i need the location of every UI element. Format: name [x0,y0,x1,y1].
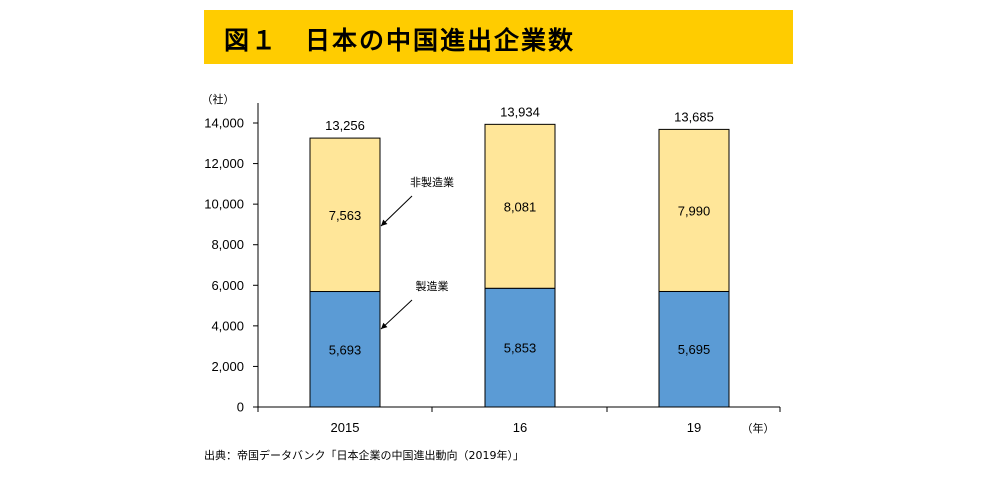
title-band: 図１ 日本の中国進出企業数 [204,10,793,64]
y-tick-label: 10,000 [204,197,244,212]
bar-non-manufacturing [484,123,556,289]
manufacturing-value-label: 5,693 [329,342,362,357]
annotation-arrow-manufacturing [380,299,413,330]
non-manufacturing-value-label: 7,990 [678,203,711,218]
bar-manufacturing [309,291,381,408]
y-tick-label: 12,000 [204,156,244,171]
x-tick-label: 2015 [331,420,360,435]
y-tick-label: 6,000 [211,278,244,293]
y-tick-label: 4,000 [211,318,244,333]
bar-non-manufacturing [309,137,381,293]
x-tick-label: 19 [687,420,701,435]
annotation-arrow-manufacturing-head [381,322,388,329]
annotation-manufacturing: 製造業 [416,279,449,293]
figure-title: 図１ 日本の中国進出企業数 [224,26,576,55]
non-manufacturing-value-label: 8,081 [504,199,537,214]
y-tick-label: 0 [237,400,244,415]
x-axis-unit: （年） [742,421,775,435]
total-value-label: 13,685 [674,109,714,124]
annotation-non-manufacturing: 非製造業 [410,175,454,189]
total-value-label: 13,256 [325,118,365,133]
non-manufacturing-value-label: 7,563 [329,208,362,223]
y-tick-label: 14,000 [204,116,244,131]
y-axis-unit: （社） [202,92,235,106]
y-tick-label: 2,000 [211,359,244,374]
annotation-arrow-non-manufacturing [380,195,413,227]
bar-manufacturing [484,287,556,408]
manufacturing-value-label: 5,853 [504,341,537,356]
y-tick-label: 8,000 [211,237,244,252]
bar-manufacturing [658,290,730,408]
annotation-arrow-non-manufacturing-head [381,219,388,226]
total-value-label: 13,934 [500,104,540,119]
bar-non-manufacturing [658,128,730,292]
manufacturing-value-label: 5,695 [678,342,711,357]
source-note: 出典：帝国データバンク「日本企業の中国進出動向（2019年）」 [204,449,525,462]
x-tick-label: 16 [513,420,527,435]
